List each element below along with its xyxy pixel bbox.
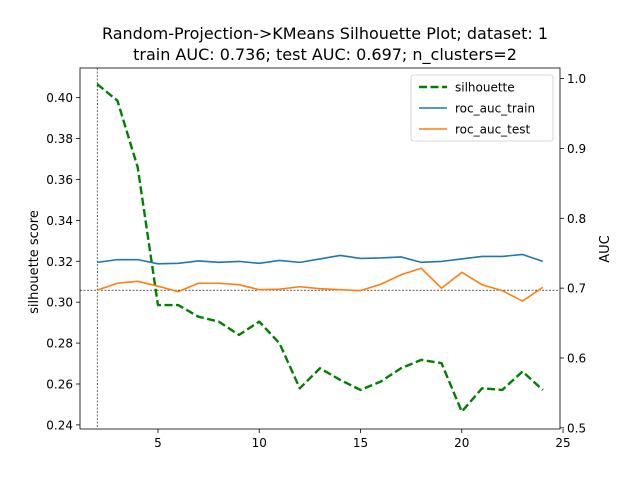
y-tick-label: 0.40 [46,91,73,105]
y2-tick-label: 0.9 [567,142,586,156]
x-tick-label: 20 [454,436,469,450]
plot-frame [79,67,561,430]
chart-subtitle: train AUC: 0.736; test AUC: 0.697; n_clu… [133,45,517,65]
y-tick-label: 0.36 [46,173,73,187]
y2-tick-label: 0.8 [567,212,586,226]
y-tick-label: 0.28 [46,337,73,351]
y-tick-label: 0.24 [46,418,73,432]
y-tick-label: 0.30 [46,296,73,310]
y-axis-label: silhouette score [27,210,42,314]
y-tick-label: 0.26 [46,378,73,392]
x-tick-label: 25 [555,436,570,450]
series-line-silhouette [96,83,544,413]
y-tick-label: 0.38 [46,132,73,146]
x-tick-label: 15 [353,436,368,450]
legend-box [410,74,554,142]
legend: silhouette roc_auc_train roc_auc_test [410,74,554,142]
y-tick-label: 0.32 [46,255,73,269]
x-tick-label: 10 [252,436,267,450]
y2-tick-label: 0.6 [567,351,586,365]
series-line-roc-auc-test [96,267,544,302]
y2-tick-label: 1.0 [567,72,586,86]
y-tick-label: 0.34 [46,214,73,228]
y2-tick-label: 0.5 [567,421,586,435]
y2-axis-label: AUC [598,235,613,263]
legend-label: silhouette [455,81,515,95]
chart-title: Random-Projection->KMeans Silhouette Plo… [102,24,548,43]
legend-label: roc_auc_test [455,123,531,137]
series-line-roc-auc-train [97,253,544,265]
plot-area: 5 10 15 20 25 0.24 0.26 0.28 0.30 0.32 0.34 0.36 0.3… [46,67,586,450]
x-tick-label: 5 [154,436,162,450]
legend-label: roc_auc_train [455,102,535,116]
y2-tick-label: 0.7 [567,282,586,296]
